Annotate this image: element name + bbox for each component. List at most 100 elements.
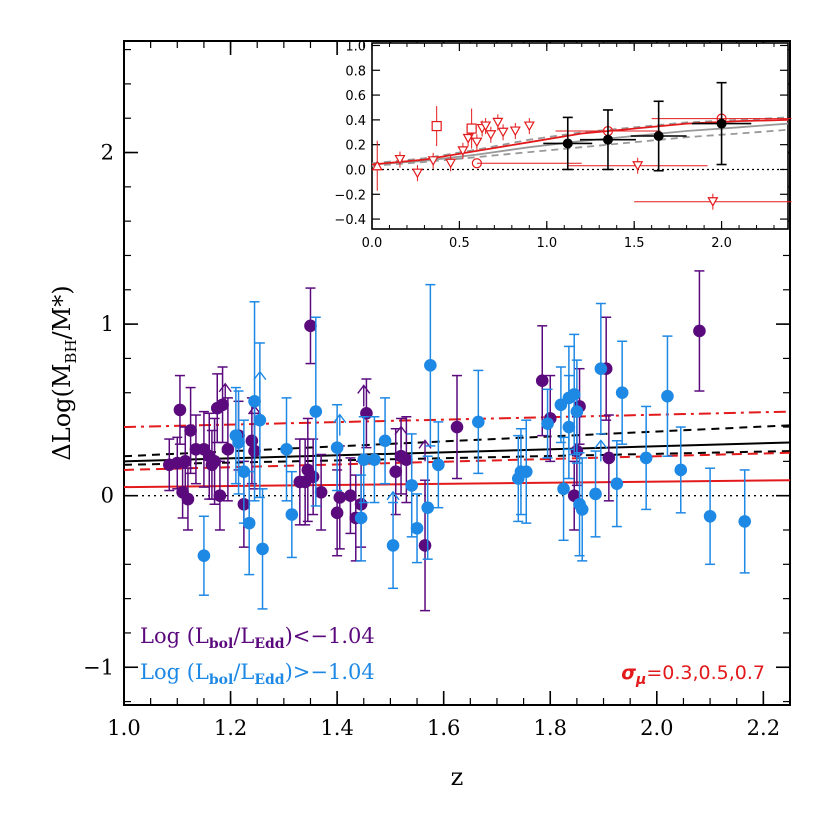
inset-literature-triangle [480,121,492,132]
inset-x-tick-label: 0.5 [449,236,470,251]
data-point-high [256,542,269,556]
inset-literature-triangle [492,117,504,128]
data-point-high [248,395,261,408]
inset-literature-triangle [485,130,497,140]
data-points [162,270,752,612]
data-point-low [333,491,347,504]
data-point-high [575,503,589,516]
upper-limit-arrowhead-low [218,382,232,393]
data-point-high [242,516,256,530]
inset-literature-square [431,120,442,132]
inset-x-tick-label: 1.0 [536,236,557,251]
legend-high-post: )>−1.04 [285,660,375,684]
inset-literature-square [466,123,477,134]
data-point-high [232,436,245,449]
data-point-high [330,441,344,454]
inset-literature-triangle [394,154,406,165]
legend-entry-low-eddington: Log (Lbol/LEdd)<−1.04 [140,624,375,652]
inset-plot: 0.0 0.5 1.0 1.5 2.0 1.0 0.8 0.6 0.4 0.2 0.0 −0.2 −0.… [334,39,792,251]
inset-y-tick-label: 0.8 [345,64,366,79]
inset-y-tick-label: 0.4 [345,114,366,129]
data-point-high [472,415,485,429]
inset-literature-triangle-up [371,160,383,171]
inset-literature-triangle [632,161,644,171]
inset-literature-triangle [427,156,439,167]
inset-x-tick-label: 0.0 [362,236,383,251]
data-point-high [570,405,584,418]
data-point-low [314,485,328,499]
inset-literature-triangle [509,126,521,137]
data-point-high [280,443,293,456]
data-point-low [450,420,464,434]
data-point-high [594,362,608,376]
data-point-low [216,398,229,412]
data-point-high [386,539,400,552]
y-tick-label: −1 [83,655,114,679]
legend-low-pre: Log (L [140,624,209,648]
data-point-low [213,489,227,502]
data-point-low [208,455,221,468]
x-tick-label: 1.0 [107,716,140,740]
data-point-high [368,453,381,466]
inset-points [371,81,792,210]
inset-literature-triangle [462,133,474,144]
inset-literature-triangle [497,127,509,138]
x-tick-label: 1.8 [534,716,567,740]
y-axis-title-post: /M*) [48,285,76,339]
inset-y-tick-label: 1.0 [345,39,366,54]
data-point-high [421,501,434,514]
data-point-low [173,403,187,417]
inset-frame [371,42,789,230]
data-point-low [418,539,432,552]
data-point-low [693,324,706,338]
upper-limit-arrowhead-low [357,384,371,394]
data-point-low [184,424,197,437]
data-point-low [306,470,320,484]
data-point-low [304,319,317,333]
inset-literature-triangle [471,137,483,148]
inset-literature-triangle [411,168,423,179]
data-point-low [330,506,344,520]
data-point-high [610,477,624,490]
data-point-high [424,358,437,372]
inset-binned-point [562,138,573,149]
data-point-low [389,465,403,478]
y-axis-title: ΔLog(MBH/M*) [48,285,80,460]
legend-low-sub1: bol [209,636,233,652]
data-point-high [285,508,299,521]
inset-y-tick-label: 0.6 [345,89,366,104]
data-point-high [541,417,554,430]
upper-limit-arrowhead-high [333,413,347,424]
inset-literature-triangle [707,197,719,207]
legend-high-pre: Log (L [140,660,209,684]
y-tick-label: 2 [101,141,114,165]
sigma-symbol: σ [621,662,636,684]
data-point-high [557,482,570,496]
data-point-low [602,451,616,465]
legend-high-sub1: bol [209,672,233,688]
x-axis-title: z [451,763,464,791]
data-point-high [237,465,251,478]
data-point-high [378,434,392,448]
inset-literature-triangle [457,146,469,157]
sigma-mu-label: σμ=0.3,0.5,0.7 [621,662,765,688]
legend: Log (Lbol/LEdd)<−1.04 Log (Lbol/LEdd)>−1… [140,624,765,688]
legend-high-sub2: Edd [254,672,284,688]
sigma-values: =0.3,0.5,0.7 [646,662,765,684]
data-point-low [181,492,195,506]
inset-binned-point [716,118,727,129]
data-point-high [357,453,371,466]
inset-axis-ticks: 0.0 0.5 1.0 1.5 2.0 1.0 0.8 0.6 0.4 0.2 0.0 −0.2 −0.… [334,39,788,251]
data-point-high [410,521,424,535]
legend-low-sub2: Edd [254,636,284,652]
main-plot-frame [123,40,791,706]
inset-y-tick-label: −0.4 [334,213,366,228]
data-point-high [197,549,211,563]
y-axis-title-pre: ΔLog(M [48,364,76,461]
data-point-high [253,413,267,427]
inset-background [372,43,788,229]
y-tick-label: 1 [101,312,114,336]
x-tick-label: 2.0 [640,716,673,740]
upper-limit-arrowhead-high [594,439,608,449]
inset-literature-triangle [523,121,535,132]
